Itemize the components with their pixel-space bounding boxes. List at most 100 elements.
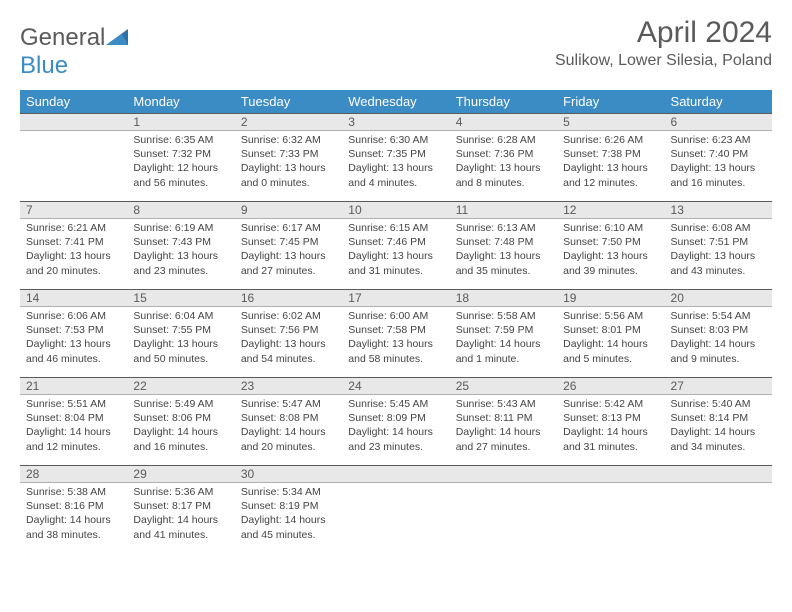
day-number: 4 (450, 113, 557, 131)
calendar-row: 1Sunrise: 6:35 AMSunset: 7:32 PMDaylight… (20, 113, 772, 201)
sunset-line: Sunset: 8:19 PM (241, 499, 336, 513)
sunset-line: Sunset: 7:50 PM (563, 235, 658, 249)
day-number: 1 (127, 113, 234, 131)
daylight-line: Daylight: 13 hours and 23 minutes. (133, 249, 228, 277)
sunrise-line: Sunrise: 5:38 AM (26, 485, 121, 499)
daylight-line: Daylight: 14 hours and 34 minutes. (671, 425, 766, 453)
daylight-line: Daylight: 13 hours and 8 minutes. (456, 161, 551, 189)
sunrise-line: Sunrise: 6:00 AM (348, 309, 443, 323)
day-number: 11 (450, 201, 557, 219)
daylight-line: Daylight: 13 hours and 16 minutes. (671, 161, 766, 189)
sunrise-line: Sunrise: 6:30 AM (348, 133, 443, 147)
sunrise-line: Sunrise: 6:32 AM (241, 133, 336, 147)
day-number (450, 465, 557, 483)
calendar-cell: 29Sunrise: 5:36 AMSunset: 8:17 PMDayligh… (127, 465, 234, 553)
day-number: 15 (127, 289, 234, 307)
calendar-cell: 13Sunrise: 6:08 AMSunset: 7:51 PMDayligh… (665, 201, 772, 289)
day-content (665, 483, 772, 541)
day-content: Sunrise: 6:28 AMSunset: 7:36 PMDaylight:… (450, 131, 557, 192)
sunrise-line: Sunrise: 6:21 AM (26, 221, 121, 235)
sunrise-line: Sunrise: 6:08 AM (671, 221, 766, 235)
day-content: Sunrise: 5:45 AMSunset: 8:09 PMDaylight:… (342, 395, 449, 456)
sunrise-line: Sunrise: 5:43 AM (456, 397, 551, 411)
day-number: 3 (342, 113, 449, 131)
day-number (20, 113, 127, 131)
day-content: Sunrise: 6:08 AMSunset: 7:51 PMDaylight:… (665, 219, 772, 280)
day-content: Sunrise: 6:30 AMSunset: 7:35 PMDaylight:… (342, 131, 449, 192)
daylight-line: Daylight: 13 hours and 27 minutes. (241, 249, 336, 277)
sunset-line: Sunset: 8:03 PM (671, 323, 766, 337)
sunset-line: Sunset: 7:40 PM (671, 147, 766, 161)
page-header: GeneralBlue April 2024 Sulikow, Lower Si… (20, 16, 772, 80)
day-number: 24 (342, 377, 449, 395)
calendar-cell: 23Sunrise: 5:47 AMSunset: 8:08 PMDayligh… (235, 377, 342, 465)
daylight-line: Daylight: 14 hours and 41 minutes. (133, 513, 228, 541)
weekday-header: Monday (127, 90, 234, 113)
daylight-line: Daylight: 13 hours and 35 minutes. (456, 249, 551, 277)
day-number: 9 (235, 201, 342, 219)
day-content: Sunrise: 6:00 AMSunset: 7:58 PMDaylight:… (342, 307, 449, 368)
day-number: 2 (235, 113, 342, 131)
calendar-cell (450, 465, 557, 553)
daylight-line: Daylight: 13 hours and 31 minutes. (348, 249, 443, 277)
calendar-cell: 2Sunrise: 6:32 AMSunset: 7:33 PMDaylight… (235, 113, 342, 201)
location-text: Sulikow, Lower Silesia, Poland (555, 52, 772, 70)
sunset-line: Sunset: 7:45 PM (241, 235, 336, 249)
day-content: Sunrise: 5:47 AMSunset: 8:08 PMDaylight:… (235, 395, 342, 456)
calendar-cell: 1Sunrise: 6:35 AMSunset: 7:32 PMDaylight… (127, 113, 234, 201)
weekday-header: Sunday (20, 90, 127, 113)
sunrise-line: Sunrise: 5:40 AM (671, 397, 766, 411)
weekday-header: Tuesday (235, 90, 342, 113)
day-content: Sunrise: 5:42 AMSunset: 8:13 PMDaylight:… (557, 395, 664, 456)
day-number: 6 (665, 113, 772, 131)
calendar-cell: 25Sunrise: 5:43 AMSunset: 8:11 PMDayligh… (450, 377, 557, 465)
logo-triangle-icon (106, 24, 128, 52)
calendar-cell (20, 113, 127, 201)
sunset-line: Sunset: 7:58 PM (348, 323, 443, 337)
calendar-cell: 18Sunrise: 5:58 AMSunset: 7:59 PMDayligh… (450, 289, 557, 377)
day-number: 28 (20, 465, 127, 483)
day-content: Sunrise: 6:15 AMSunset: 7:46 PMDaylight:… (342, 219, 449, 280)
day-content: Sunrise: 6:23 AMSunset: 7:40 PMDaylight:… (665, 131, 772, 192)
calendar-cell (557, 465, 664, 553)
calendar-body: 1Sunrise: 6:35 AMSunset: 7:32 PMDaylight… (20, 113, 772, 553)
weekday-header: Thursday (450, 90, 557, 113)
sunrise-line: Sunrise: 5:51 AM (26, 397, 121, 411)
day-number: 10 (342, 201, 449, 219)
daylight-line: Daylight: 14 hours and 16 minutes. (133, 425, 228, 453)
day-content: Sunrise: 5:34 AMSunset: 8:19 PMDaylight:… (235, 483, 342, 544)
sunrise-line: Sunrise: 6:15 AM (348, 221, 443, 235)
sunset-line: Sunset: 7:41 PM (26, 235, 121, 249)
calendar-cell: 9 Sunrise: 6:17 AMSunset: 7:45 PMDaylight… (235, 201, 342, 289)
calendar-page: GeneralBlue April 2024 Sulikow, Lower Si… (0, 0, 792, 569)
sunset-line: Sunset: 8:08 PM (241, 411, 336, 425)
daylight-line: Daylight: 13 hours and 50 minutes. (133, 337, 228, 365)
sunset-line: Sunset: 8:09 PM (348, 411, 443, 425)
day-content: Sunrise: 6:32 AMSunset: 7:33 PMDaylight:… (235, 131, 342, 192)
daylight-line: Daylight: 13 hours and 39 minutes. (563, 249, 658, 277)
day-number: 23 (235, 377, 342, 395)
daylight-line: Daylight: 13 hours and 46 minutes. (26, 337, 121, 365)
calendar-cell: 11Sunrise: 6:13 AMSunset: 7:48 PMDayligh… (450, 201, 557, 289)
title-block: April 2024 Sulikow, Lower Silesia, Polan… (555, 16, 772, 72)
sunset-line: Sunset: 7:51 PM (671, 235, 766, 249)
calendar-cell: 26Sunrise: 5:42 AMSunset: 8:13 PMDayligh… (557, 377, 664, 465)
sunrise-line: Sunrise: 6:17 AM (241, 221, 336, 235)
calendar-cell: 5Sunrise: 6:26 AMSunset: 7:38 PMDaylight… (557, 113, 664, 201)
day-number: 30 (235, 465, 342, 483)
day-number: 21 (20, 377, 127, 395)
sunrise-line: Sunrise: 6:02 AM (241, 309, 336, 323)
day-number: 5 (557, 113, 664, 131)
weekday-header-row: Sunday Monday Tuesday Wednesday Thursday… (20, 90, 772, 113)
sunset-line: Sunset: 7:48 PM (456, 235, 551, 249)
day-number: 8 (127, 201, 234, 219)
calendar-cell: 3Sunrise: 6:30 AMSunset: 7:35 PMDaylight… (342, 113, 449, 201)
sunrise-line: Sunrise: 5:47 AM (241, 397, 336, 411)
sunset-line: Sunset: 7:32 PM (133, 147, 228, 161)
day-content: Sunrise: 5:40 AMSunset: 8:14 PMDaylight:… (665, 395, 772, 456)
day-content: Sunrise: 6:21 AMSunset: 7:41 PMDaylight:… (20, 219, 127, 280)
daylight-line: Daylight: 14 hours and 1 minute. (456, 337, 551, 365)
sunset-line: Sunset: 8:16 PM (26, 499, 121, 513)
daylight-line: Daylight: 13 hours and 58 minutes. (348, 337, 443, 365)
day-number: 13 (665, 201, 772, 219)
